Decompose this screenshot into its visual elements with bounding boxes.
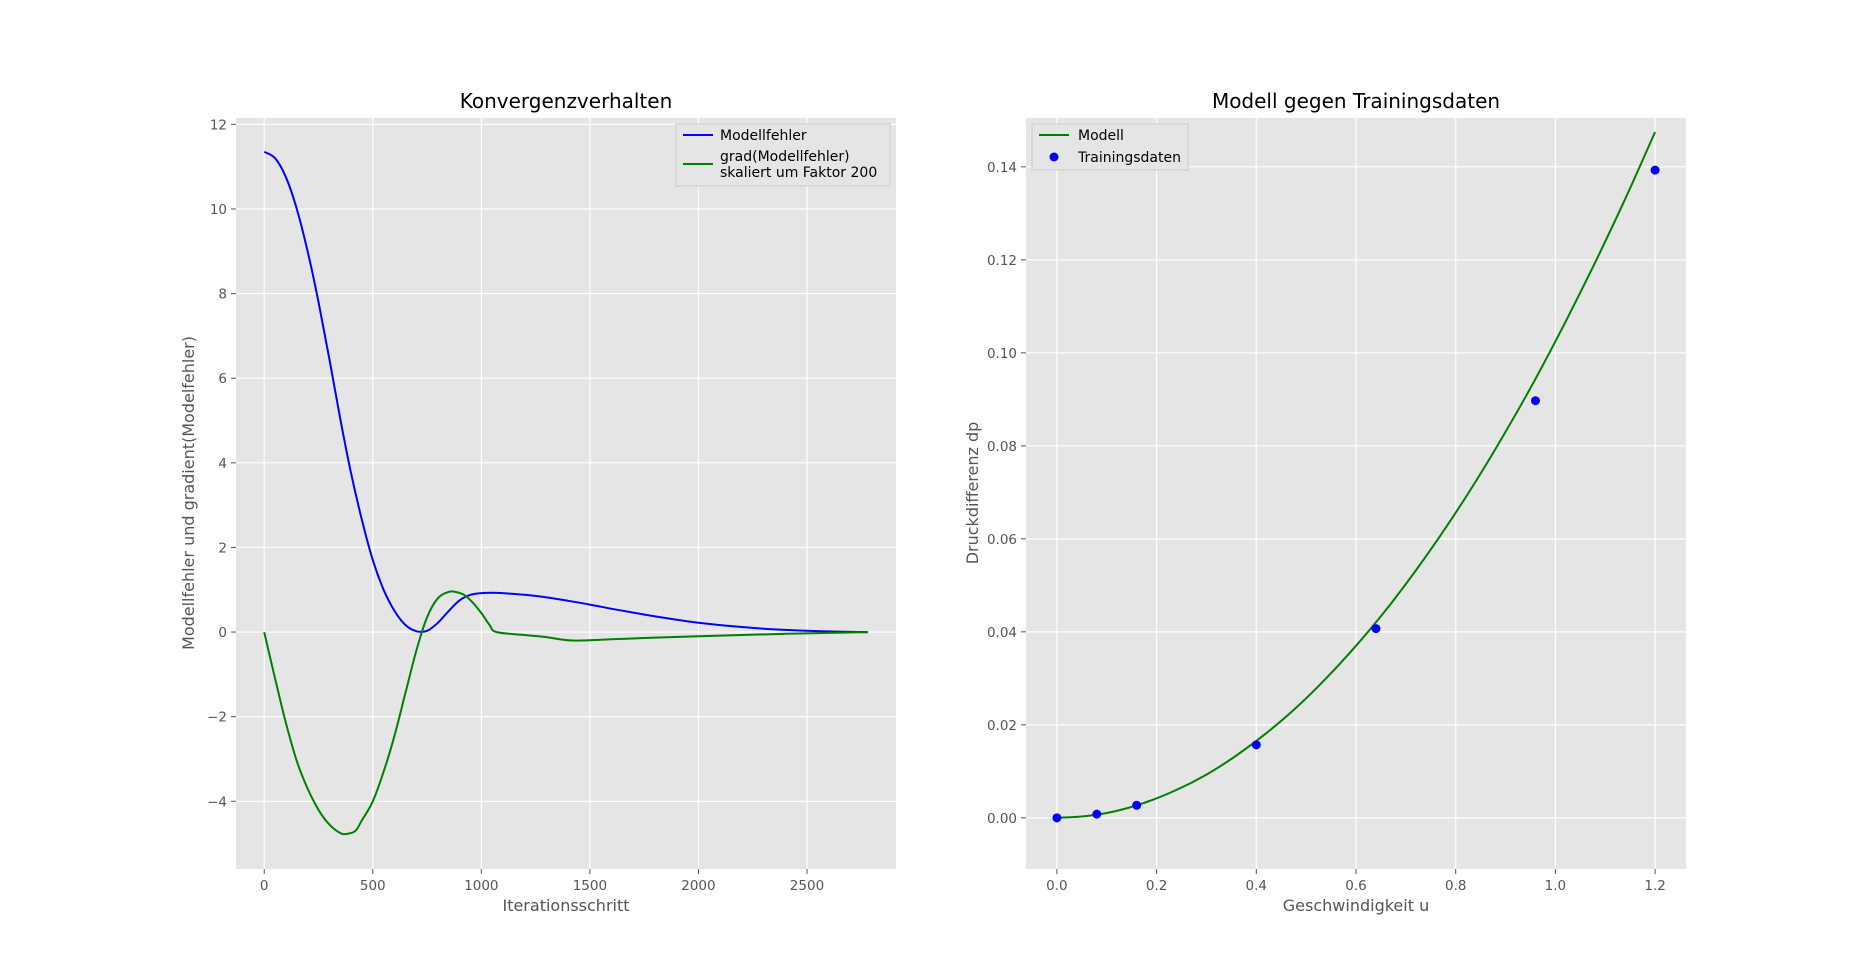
x-tick-label: 1000 bbox=[464, 878, 498, 894]
x-axis-label: Iterationsschritt bbox=[502, 896, 629, 915]
x-tick-label: 0.4 bbox=[1246, 878, 1267, 894]
y-tick-label: −2 bbox=[207, 710, 227, 726]
chart-title: Modell gegen Trainingsdaten bbox=[1212, 89, 1500, 113]
y-tick-label: 12 bbox=[210, 117, 227, 133]
scatter-point bbox=[1371, 624, 1381, 634]
x-tick-label: 1500 bbox=[573, 878, 607, 894]
legend-label-modell: Modell bbox=[1078, 128, 1124, 144]
x-tick-label: 1.2 bbox=[1644, 878, 1665, 894]
y-tick-label: 10 bbox=[210, 202, 227, 218]
series-line-0 bbox=[1056, 131, 1657, 819]
x-tick-label: 2000 bbox=[681, 878, 715, 894]
x-tick-label: 500 bbox=[360, 878, 386, 894]
series-lines bbox=[263, 150, 868, 836]
x-tick-label: 0.2 bbox=[1146, 878, 1167, 894]
y-tick-label: 2 bbox=[218, 540, 227, 556]
legend-label-trainingsdaten: Trainingsdaten bbox=[1077, 150, 1181, 166]
x-tick-label: 0.8 bbox=[1445, 878, 1466, 894]
y-tick-label: 0.10 bbox=[987, 346, 1017, 362]
legend: Modell Trainingsdaten bbox=[1031, 123, 1189, 171]
legend-label-line: skaliert um Faktor 200 bbox=[720, 165, 877, 181]
x-tick-label: 0.6 bbox=[1345, 878, 1366, 894]
scatter-point bbox=[1092, 809, 1102, 819]
legend: Modellfehler grad(Modellfehler) skaliert … bbox=[675, 123, 891, 187]
y-tick-label: −4 bbox=[207, 794, 227, 810]
tick-labels: 0 500 1000 1500 2000 2500 −4 −2 0 2 4 6 8 10 12 bbox=[207, 117, 824, 894]
y-tick-label: 0.00 bbox=[987, 811, 1017, 827]
y-tick-label: 0.06 bbox=[987, 532, 1017, 548]
tick-labels: 0.0 0.2 0.4 0.6 0.8 1.0 1.2 0.00 0.02 0.04 0.06 0.0… bbox=[987, 160, 1666, 894]
model-chart: 0.0 0.2 0.4 0.6 0.8 1.0 1.2 0.00 0.02 0.04 0.06 0.0… bbox=[963, 89, 1686, 915]
chart-title: Konvergenzverhalten bbox=[460, 89, 673, 113]
plot-area bbox=[236, 118, 896, 869]
y-axis-label: Druckdifferenz dp bbox=[963, 422, 982, 565]
convergence-chart: 0 500 1000 1500 2000 2500 −4 −2 0 2 4 6 8 10 12 Konver… bbox=[179, 89, 896, 915]
legend-label-gradient: grad(Modellfehler) skaliert um Faktor 200 bbox=[720, 149, 877, 181]
series-lines bbox=[1052, 131, 1660, 823]
x-tick-label: 0.0 bbox=[1046, 878, 1067, 894]
legend-label-modellfehler: Modellfehler bbox=[720, 128, 807, 144]
y-tick-label: 0 bbox=[218, 625, 227, 641]
legend-box bbox=[1031, 123, 1189, 171]
y-tick-label: 8 bbox=[218, 287, 227, 303]
scatter-point bbox=[1251, 740, 1261, 750]
y-tick-label: 6 bbox=[218, 371, 227, 387]
series-line-1 bbox=[263, 590, 868, 836]
grid bbox=[236, 118, 896, 869]
x-tick-label: 2500 bbox=[790, 878, 824, 894]
scatter-point bbox=[1052, 813, 1062, 823]
scatter-point bbox=[1132, 800, 1142, 810]
y-tick-label: 4 bbox=[218, 456, 227, 472]
x-axis-label: Geschwindigkeit u bbox=[1283, 896, 1429, 915]
legend-label-line: grad(Modellfehler) bbox=[720, 149, 850, 165]
x-tick-label: 0 bbox=[260, 878, 269, 894]
series-line-0 bbox=[263, 150, 868, 634]
y-tick-label: 0.04 bbox=[987, 625, 1017, 641]
x-tick-label: 1.0 bbox=[1545, 878, 1566, 894]
y-tick-label: 0.02 bbox=[987, 718, 1017, 734]
scatter-point bbox=[1530, 396, 1540, 406]
y-tick-label: 0.12 bbox=[987, 253, 1017, 269]
y-tick-label: 0.08 bbox=[987, 439, 1017, 455]
legend-marker-trainingsdaten bbox=[1049, 152, 1059, 162]
y-axis-label: Modellfehler und gradient(Modelfehler) bbox=[179, 336, 198, 650]
grid bbox=[1026, 118, 1686, 869]
scatter-point bbox=[1650, 165, 1660, 175]
y-tick-label: 0.14 bbox=[987, 160, 1017, 176]
